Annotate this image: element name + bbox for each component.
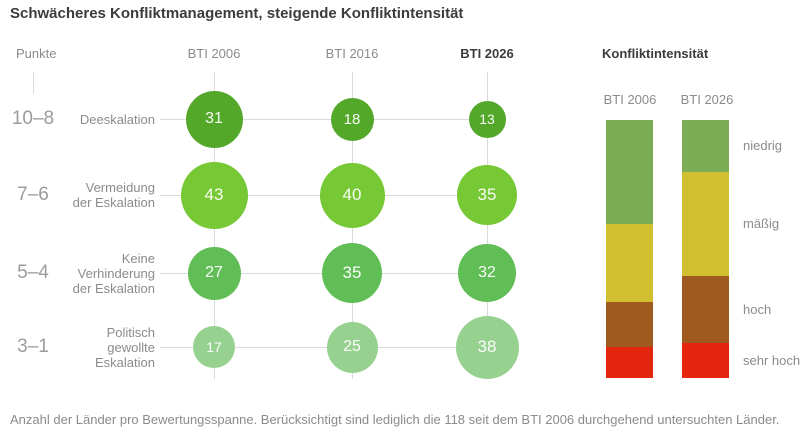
bar-segment-sehr hoch (682, 343, 729, 378)
bubble-r1-c3: 13 (468, 100, 506, 138)
bubble-r1-c1: 31 (185, 90, 243, 148)
bar-segment-niedrig (682, 120, 729, 173)
stacked-bar-BTI 2026 (682, 120, 729, 378)
legend-label-hoch: hoch (743, 301, 772, 317)
points-range-label: 7–6 (17, 184, 49, 205)
gridline-horizontal (160, 119, 487, 120)
bubble-r3-c3: 32 (458, 244, 516, 302)
bubble-r3-c2: 35 (322, 243, 382, 303)
column-header-bti-2026: BTI 2026 (460, 46, 514, 61)
points-range-label: 5–4 (17, 262, 49, 283)
points-range-label: 3–1 (17, 336, 49, 357)
column-header-bti-2006: BTI 2006 (187, 46, 241, 61)
gridline-horizontal (160, 347, 487, 348)
bubble-r3-c1: 27 (187, 246, 241, 300)
points-range-label: 10–8 (11, 108, 55, 129)
legend-label-mäßig: mäßig (743, 216, 780, 232)
bubble-r1-c2: 18 (330, 97, 374, 141)
intensity-title: Konfliktintensität (602, 46, 709, 61)
footnote: Anzahl der Länder pro Bewertungsspanne. … (10, 412, 780, 427)
bar-segment-sehr hoch (606, 346, 653, 378)
bubble-r4-c2: 25 (326, 321, 378, 373)
bar-header-bti-2026: BTI 2026 (680, 92, 734, 107)
gridline-vertical (487, 72, 488, 379)
bar-segment-hoch (682, 276, 729, 344)
bar-segment-mäßig (682, 172, 729, 277)
legend-label-niedrig: niedrig (743, 138, 783, 154)
row-label: Vermeidung der Eskalation (72, 180, 155, 210)
points-axis-label: Punkte (16, 46, 57, 61)
chart-title: Schwächeres Konfliktmanagement, steigend… (10, 5, 464, 22)
bubble-r4-c3: 38 (455, 315, 519, 379)
bubble-r4-c1: 17 (193, 326, 235, 368)
row-label: Keine Verhinderung der Eskalation (72, 250, 155, 296)
row-label: Deeskalation (79, 111, 155, 127)
bar-header-bti-2006: BTI 2006 (603, 92, 657, 107)
points-axis-tick (33, 72, 34, 94)
bubble-r2-c1: 43 (180, 161, 248, 229)
bar-segment-hoch (606, 301, 653, 347)
bar-segment-mäßig (606, 223, 653, 302)
bar-segment-niedrig (606, 120, 653, 224)
legend-label-sehr hoch: sehr hoch (743, 352, 800, 368)
bubble-r2-c2: 40 (319, 162, 385, 228)
column-header-bti-2016: BTI 2016 (325, 46, 379, 61)
bubble-r2-c3: 35 (457, 165, 517, 225)
row-label: Politisch gewollte Eskalation (95, 324, 155, 370)
stacked-bar-BTI 2006 (606, 120, 653, 378)
